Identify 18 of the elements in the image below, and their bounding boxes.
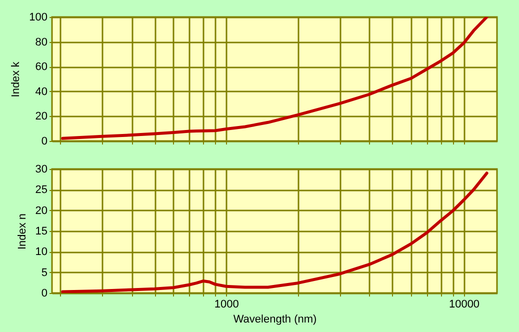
y-tick-label: 5: [41, 266, 48, 279]
y-tick-label: 10: [35, 246, 48, 258]
x-tick-label: 10000: [448, 298, 480, 310]
y-tick-label: 25: [35, 184, 48, 196]
y-axis-title: Index k: [10, 61, 22, 98]
y-tick-label: 15: [35, 226, 48, 238]
y-axis-title: Index n: [16, 213, 28, 250]
y-tick-label: 100: [29, 12, 48, 24]
x-axis-title: Wavelength (nm): [233, 314, 317, 326]
y-tick-label: 40: [35, 86, 48, 98]
y-tick-label: 20: [35, 110, 48, 123]
y-tick-label: 20: [35, 204, 48, 217]
y-tick-label: 60: [35, 61, 48, 74]
y-tick-label: 0: [41, 288, 48, 300]
y-tick-label: 30: [35, 164, 48, 176]
y-tick-label: 0: [41, 136, 48, 148]
x-tick-label: 1000: [214, 298, 239, 310]
y-tick-label: 80: [35, 36, 48, 48]
